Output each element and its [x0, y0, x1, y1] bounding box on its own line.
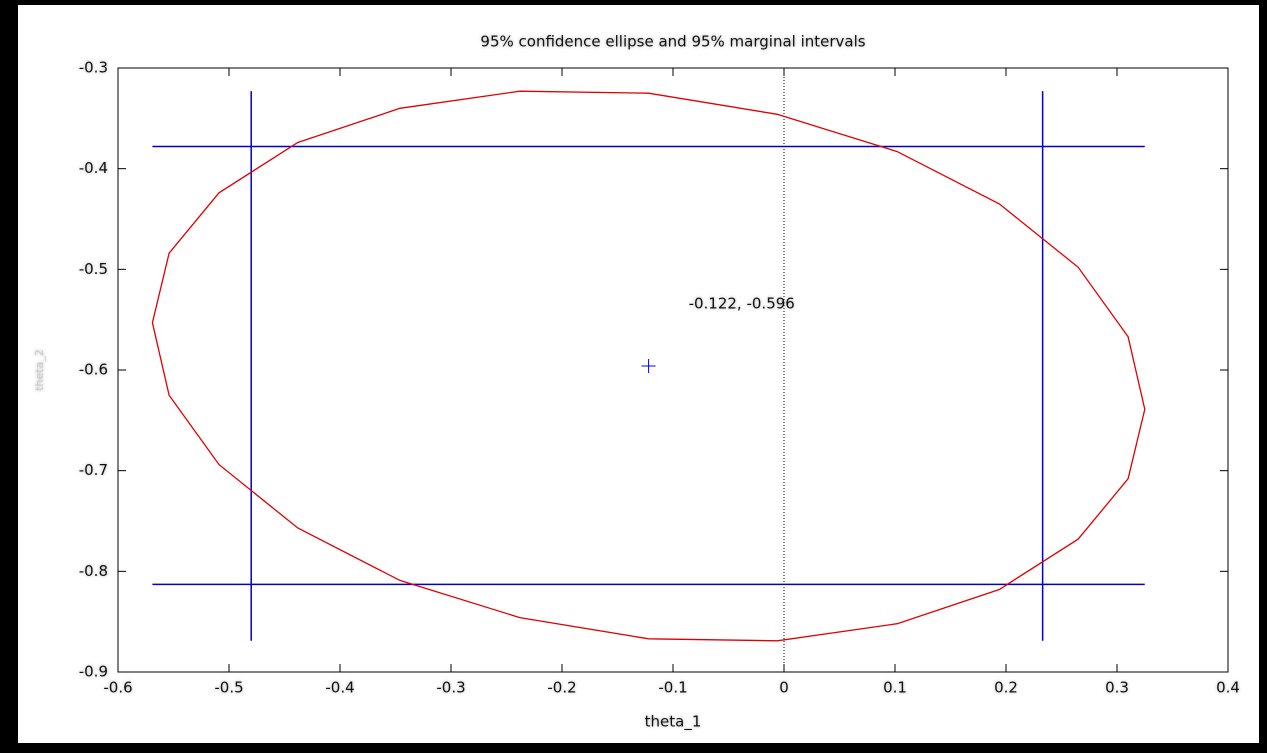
x-tick-label: 0.2 — [994, 679, 1018, 697]
x-tick-label: 0.3 — [1105, 679, 1129, 697]
x-axis-label: theta_1 — [645, 713, 702, 732]
x-tick-label: -0.1 — [658, 679, 687, 697]
y-tick-label: -0.9 — [79, 663, 108, 681]
y-axis-label: theta_2 — [33, 349, 46, 391]
y-tick-label: -0.8 — [79, 562, 108, 580]
confidence-ellipse — [151, 90, 1146, 642]
x-tick-label: -0.5 — [214, 679, 243, 697]
x-tick-label: 0 — [779, 679, 789, 697]
chart-title: 95% confidence ellipse and 95% marginal … — [480, 33, 865, 51]
x-tick-label: -0.6 — [103, 679, 132, 697]
frame — [18, 5, 1259, 743]
x-tick-label: -0.2 — [547, 679, 576, 697]
y-tick-label: -0.4 — [79, 159, 108, 177]
y-tick-label: -0.6 — [79, 361, 108, 379]
x-tick-label: -0.3 — [436, 679, 465, 697]
x-tick-label: -0.4 — [325, 679, 354, 697]
y-tick-label: -0.7 — [79, 461, 108, 479]
point-estimate — [641, 358, 656, 373]
x-tick-label: 0.4 — [1216, 679, 1240, 697]
x-tick-label: 0.1 — [883, 679, 907, 697]
estimate-label: -0.122, -0.596 — [689, 294, 795, 312]
y-tick-label: -0.3 — [79, 59, 108, 77]
y-tick-label: -0.5 — [79, 260, 108, 278]
